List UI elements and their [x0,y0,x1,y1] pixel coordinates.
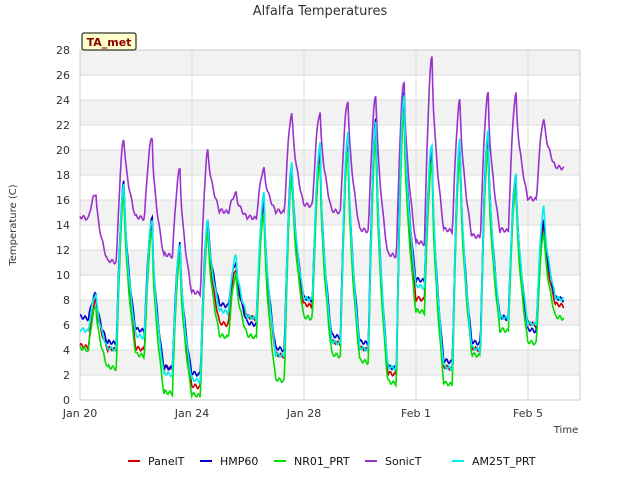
y-axis-title: Temperature (C) [8,184,19,266]
x-tick-label: Feb 5 [513,407,543,420]
grid-band [80,50,580,75]
y-tick-label: 26 [56,69,70,82]
y-tick-label: 0 [63,394,70,407]
y-tick-label: 2 [63,369,70,382]
y-tick-label: 18 [56,169,70,182]
y-tick-label: 16 [56,194,70,207]
x-tick-label: Jan 20 [62,407,97,420]
y-tick-label: 28 [56,44,70,57]
x-axis: Jan 20 Jan 24 Jan 28 Feb 1 Feb 5 [62,407,543,420]
y-tick-label: 4 [63,344,70,357]
station-label: TA_met [87,36,132,49]
legend-label: PanelT [148,455,185,468]
x-axis-title: Time [553,425,578,436]
legend-label: HMP60 [220,455,258,468]
y-tick-label: 14 [56,219,70,232]
series-line-sonict [79,56,565,299]
y-tick-label: 10 [56,269,70,282]
y-tick-label: 20 [56,144,70,157]
x-tick-label: Jan 24 [174,407,209,420]
legend-label: AM25T_PRT [472,455,536,468]
grid-band [80,250,580,275]
series-lines [79,56,565,399]
x-tick-label: Jan 28 [286,407,321,420]
y-tick-label: 22 [56,119,70,132]
x-tick-label: Feb 1 [401,407,431,420]
chart-title: Alfalfa Temperatures [253,4,388,19]
y-tick-label: 6 [63,319,70,332]
legend: PanelT HMP60 NR01_PRT SonicT AM25T_PRT [128,455,536,468]
grid-band [80,100,580,125]
plot-frame [79,49,581,401]
grid-band [80,350,580,375]
y-tick-label: 12 [56,244,70,257]
grid-band [80,150,580,175]
series-line-am25t-prt [79,95,565,384]
legend-label: NR01_PRT [294,455,350,468]
legend-label: SonicT [385,455,422,468]
y-tick-label: 8 [63,294,70,307]
y-tick-label: 24 [56,94,70,107]
station-label-box: TA_met [81,32,137,51]
